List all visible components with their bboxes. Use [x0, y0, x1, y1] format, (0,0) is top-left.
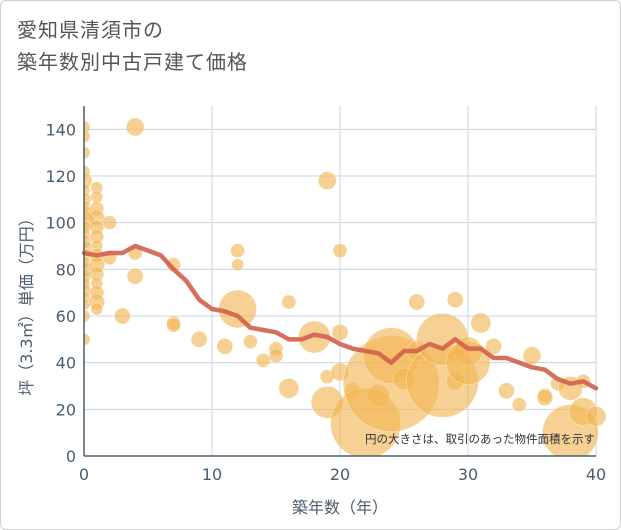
data-bubble: [446, 291, 464, 308]
data-bubble: [536, 389, 554, 406]
data-bubble: [114, 307, 131, 325]
data-bubble: [90, 302, 104, 316]
data-bubble: [84, 309, 91, 323]
chart-title-line-2: 築年数別中古戸建て価格: [17, 50, 248, 74]
data-bubble: [216, 338, 234, 355]
data-bubble: [84, 130, 91, 143]
data-bubble: [511, 397, 527, 412]
y-tick-label: 100: [45, 214, 76, 233]
y-tick-label: 140: [45, 120, 76, 139]
data-bubble: [281, 294, 297, 310]
data-bubble: [485, 338, 502, 355]
x-tick-label: 10: [202, 465, 222, 484]
data-bubble: [126, 268, 144, 285]
data-bubble: [90, 190, 104, 204]
data-bubble: [522, 346, 542, 365]
data-bubble: [332, 243, 348, 258]
x-axis-title: 築年数（年）: [292, 498, 388, 517]
data-bubble: [268, 348, 284, 363]
x-tick-label: 0: [79, 465, 89, 484]
x-tick-label: 30: [458, 465, 478, 484]
data-bubble: [84, 146, 91, 159]
data-bubble: [331, 324, 349, 341]
data-bubble: [230, 243, 245, 258]
data-bubble: [125, 117, 145, 137]
average-price-line: [81, 243, 599, 391]
trend-line-layer: [81, 243, 599, 391]
axes: 0 20 40 60 80 100 120 140 0 10 20 30 40: [45, 106, 606, 484]
bubble-size-note: 円の大きさは、取引のあった物件面積を示す: [365, 432, 595, 446]
chart-title-line-1: 愛知県清須市の: [17, 18, 164, 42]
data-bubble: [585, 406, 607, 427]
data-bubble: [470, 312, 492, 334]
data-bubble: [278, 378, 300, 399]
data-bubble: [84, 120, 91, 134]
y-tick-label: 60: [56, 307, 76, 326]
y-tick-label: 20: [56, 400, 76, 419]
y-axis-title: 坪（3.3㎡）単価（万円）: [17, 210, 36, 395]
y-tick-label: 120: [45, 167, 76, 186]
data-bubble: [190, 331, 208, 348]
data-bubble: [84, 333, 91, 346]
data-bubble: [231, 258, 244, 271]
data-bubble: [255, 353, 271, 368]
data-bubble: [243, 334, 258, 349]
data-bubble: [445, 340, 491, 385]
data-bubble: [408, 293, 426, 311]
y-tick-label: 0: [66, 447, 76, 466]
data-bubble: [166, 318, 181, 333]
bubble-layer: [84, 117, 607, 456]
data-bubble: [102, 215, 117, 230]
data-bubble: [498, 382, 515, 399]
data-bubble: [317, 171, 337, 190]
y-tick-label: 80: [56, 260, 76, 279]
x-tick-label: 20: [330, 465, 350, 484]
x-tick-label: 40: [586, 465, 606, 484]
y-tick-label: 40: [56, 354, 76, 373]
chart-title: 愛知県清須市の 築年数別中古戸建て価格: [17, 14, 437, 78]
